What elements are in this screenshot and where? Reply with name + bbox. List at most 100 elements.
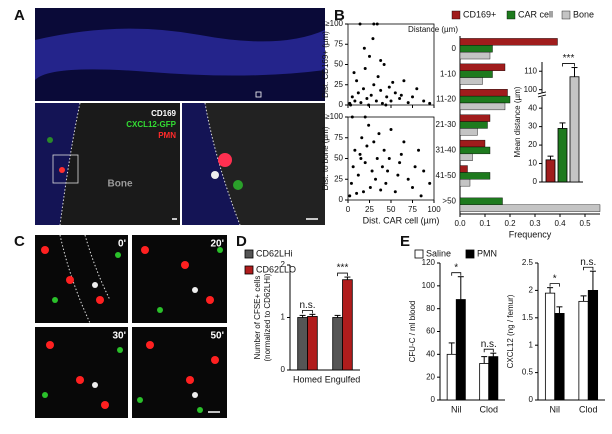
- point: [351, 165, 355, 169]
- bar: [446, 353, 457, 401]
- point: [382, 148, 386, 152]
- point: [356, 91, 360, 95]
- significance-bracket: [562, 63, 575, 67]
- legend-swatch: [414, 249, 424, 259]
- point: [353, 148, 357, 152]
- point: [393, 190, 397, 194]
- bar: [557, 128, 568, 183]
- legend-swatch: [506, 10, 516, 20]
- x-tick-label: 100: [427, 205, 441, 214]
- point: [380, 101, 384, 105]
- timepoint-label: 30': [112, 331, 126, 342]
- significance-bracket: [483, 348, 494, 353]
- legend-swatch: [465, 249, 475, 259]
- y-tick-label: 25: [334, 174, 343, 183]
- y-tick-label: 2.5: [522, 258, 534, 267]
- y-tick-label: ≥100: [325, 112, 343, 121]
- point: [363, 67, 367, 71]
- panel-c-images: [35, 234, 227, 418]
- y-tick-label: 0: [452, 44, 457, 53]
- y-tick-label: 25: [334, 80, 343, 89]
- point: [365, 144, 369, 148]
- panel-label: A: [14, 7, 25, 24]
- bar: [455, 299, 466, 401]
- point: [349, 181, 353, 185]
- x-tick-label: 0.1: [479, 219, 491, 228]
- y-tick-label: 0: [533, 177, 538, 186]
- y-tick-label: 0: [281, 365, 286, 374]
- timepoint-label: 20': [210, 239, 224, 250]
- point: [352, 71, 356, 75]
- annotation: n.s.: [580, 257, 596, 268]
- point: [372, 140, 376, 144]
- legend-label: Saline: [426, 248, 451, 258]
- point: [422, 99, 426, 103]
- x-tick-label: 75: [408, 205, 417, 214]
- roi-box: [255, 91, 262, 98]
- y-axis-label: Dist. CD169+ (µm): [321, 31, 330, 98]
- bar: [459, 38, 558, 46]
- y-tick-label: 100: [422, 281, 436, 290]
- point: [387, 85, 391, 89]
- bar: [459, 102, 506, 111]
- point: [372, 83, 376, 87]
- point: [382, 63, 386, 66]
- point: [396, 173, 400, 177]
- bar: [459, 70, 493, 78]
- point: [355, 191, 359, 195]
- annotation: ***: [563, 53, 575, 64]
- bar: [554, 313, 565, 401]
- bar: [459, 45, 493, 53]
- point: [428, 181, 432, 185]
- point: [422, 169, 426, 173]
- point: [411, 95, 414, 99]
- bar: [544, 292, 556, 401]
- roi-box: [52, 154, 79, 184]
- point: [384, 181, 388, 185]
- point: [379, 58, 383, 62]
- bar: [459, 139, 486, 148]
- point: [386, 169, 390, 173]
- bar: [459, 179, 471, 187]
- point: [428, 101, 432, 105]
- legend-swatch: [244, 265, 254, 275]
- point: [413, 165, 417, 169]
- point: [402, 140, 406, 144]
- image: [35, 235, 128, 323]
- point: [398, 161, 402, 165]
- y-tick-label: 120: [422, 258, 436, 267]
- y-axis-label: Number of CFSE+ cells: [253, 276, 262, 360]
- y-tick-label: 0: [529, 395, 534, 404]
- y-tick-label: 1: [281, 313, 286, 322]
- point: [393, 91, 397, 95]
- point: [389, 127, 393, 131]
- legend-label: CAR cell: [518, 9, 553, 19]
- axis-break-gap: [538, 92, 546, 97]
- image-texture: [182, 103, 240, 225]
- bar: [545, 159, 556, 183]
- y-tick-label: 20: [426, 372, 435, 381]
- bar: [459, 77, 483, 85]
- y-tick-label: 30: [528, 122, 537, 131]
- cells-red: [41, 246, 219, 409]
- y-tick-label: 50: [334, 154, 343, 163]
- cells-green: [42, 247, 223, 413]
- annotation: *: [454, 262, 458, 273]
- point: [368, 186, 372, 190]
- point: [377, 132, 381, 136]
- bar: [459, 51, 491, 60]
- point: [356, 173, 360, 177]
- panel-label: D: [236, 233, 247, 250]
- x-tick-label: 0: [346, 205, 351, 214]
- y-tick-label: 20: [528, 140, 537, 149]
- point: [406, 177, 410, 181]
- bar: [459, 204, 601, 212]
- y-tick-label: 41-50: [436, 171, 457, 180]
- point: [350, 115, 354, 119]
- point: [358, 152, 362, 156]
- x-tick-label: Homed: [293, 374, 322, 384]
- bar: [459, 121, 488, 129]
- point: [353, 99, 357, 103]
- significance-bracket: [302, 309, 313, 314]
